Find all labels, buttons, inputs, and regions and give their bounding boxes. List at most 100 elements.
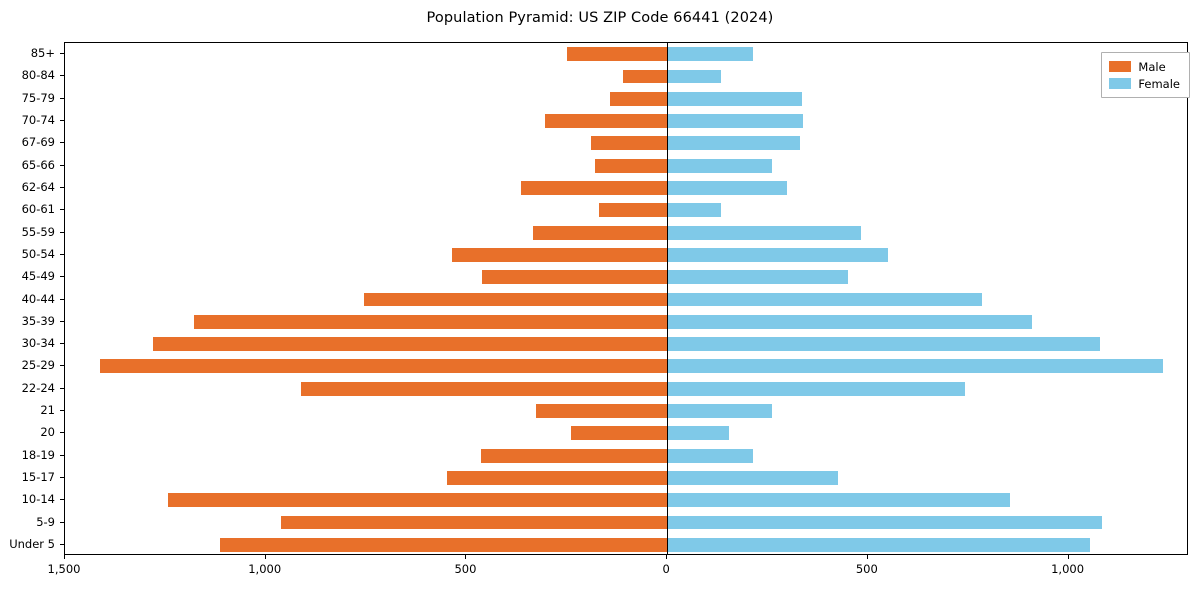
y-tick-label: 65-66 (21, 157, 55, 172)
y-tick-label: 85+ (30, 46, 55, 61)
y-tick-label: 67-69 (21, 135, 55, 150)
bar-female (667, 91, 802, 106)
bar-male (482, 270, 668, 285)
y-tick-mark (60, 343, 64, 345)
y-tick-label: Under 5 (9, 536, 55, 551)
y-tick-label: 62-64 (21, 179, 55, 194)
bar-group (65, 381, 1187, 396)
bar-female (667, 69, 721, 84)
y-tick-label: 5-9 (36, 514, 55, 529)
bar-group (65, 471, 1187, 485)
y-tick-label: 15-17 (21, 469, 55, 484)
bar-female (667, 114, 803, 128)
bar-group (65, 448, 1187, 463)
bar-group (65, 314, 1187, 329)
bar-male (168, 493, 668, 508)
y-tick-label: 40-44 (21, 291, 55, 306)
bar-female (667, 359, 1163, 374)
plot-area (64, 42, 1188, 555)
bar-group (65, 91, 1187, 106)
y-tick-mark (60, 75, 64, 77)
y-tick-mark (60, 186, 64, 188)
y-tick-mark (60, 320, 64, 322)
bar-male (599, 203, 668, 218)
bar-group (65, 158, 1187, 173)
bar-male (219, 537, 668, 552)
bar-group (65, 270, 1187, 285)
bar-male (99, 359, 668, 374)
bar-female (667, 426, 729, 441)
y-tick-label: 21 (40, 403, 55, 418)
bar-male (609, 91, 668, 106)
bar-male (280, 515, 668, 530)
x-tick-label: 500 (454, 562, 477, 576)
x-tick-mark (465, 555, 467, 559)
bar-male (194, 314, 668, 329)
bar-male (363, 292, 668, 307)
x-tick-mark (64, 555, 65, 559)
y-tick-mark (60, 432, 64, 434)
zero-axis-line (667, 43, 669, 554)
bar-male (152, 337, 668, 352)
y-tick-mark (60, 142, 64, 144)
bar-female (667, 47, 753, 62)
bar-female (667, 404, 773, 418)
bar-male (595, 158, 668, 173)
bar-female (667, 247, 888, 262)
bar-group (65, 537, 1187, 552)
y-tick-label: 20 (40, 425, 55, 440)
y-tick-mark (60, 298, 64, 300)
bar-female (667, 381, 965, 396)
y-tick-mark (60, 476, 64, 478)
bar-female (667, 493, 1011, 508)
y-tick-label: 30-34 (21, 336, 55, 351)
bar-male (566, 47, 668, 62)
bar-female (667, 225, 862, 240)
y-tick-mark (60, 454, 64, 456)
bar-male (301, 381, 668, 396)
y-tick-mark (60, 543, 64, 545)
y-tick-label: 70-74 (21, 113, 55, 128)
y-tick-label: 50-54 (21, 246, 55, 261)
bar-group (65, 292, 1187, 307)
y-tick-mark (60, 276, 64, 278)
y-tick-mark (60, 253, 64, 255)
legend-label-female: Female (1138, 76, 1180, 91)
bar-group (65, 203, 1187, 218)
bar-male (532, 225, 668, 240)
bar-group (65, 337, 1187, 352)
y-tick-mark (60, 97, 64, 99)
bar-female (667, 292, 983, 307)
y-tick-mark (60, 410, 64, 412)
bar-group (65, 69, 1187, 84)
bar-group (65, 247, 1187, 262)
bar-female (667, 537, 1090, 552)
x-axis: 1,500 1,000 500 0 500 1,000 (48, 555, 1188, 595)
bar-female (667, 337, 1101, 352)
y-tick-label: 10-14 (21, 492, 55, 507)
bar-group (65, 515, 1187, 530)
bar-group (65, 225, 1187, 240)
y-tick-label: 35-39 (21, 313, 55, 328)
y-tick-mark (60, 365, 64, 367)
x-tick-label: 1,500 (47, 562, 81, 576)
y-tick-mark (60, 164, 64, 166)
x-tick-mark (1067, 555, 1069, 559)
y-tick-label: 75-79 (21, 90, 55, 105)
x-tick-label: 1,000 (248, 562, 282, 576)
legend-label-male: Male (1138, 59, 1166, 74)
x-tick-mark (666, 555, 668, 559)
y-tick-mark (60, 53, 64, 55)
bar-group (65, 359, 1187, 374)
bar-male (535, 404, 668, 418)
bar-group (65, 136, 1187, 151)
bar-male (521, 181, 668, 195)
bar-group (65, 493, 1187, 508)
y-tick-label: 80-84 (21, 68, 55, 83)
y-tick-label: 60-61 (21, 202, 55, 217)
bar-male (571, 426, 668, 441)
y-tick-label: 22-24 (21, 380, 55, 395)
y-tick-label: 55-59 (21, 224, 55, 239)
bar-female (667, 270, 848, 285)
